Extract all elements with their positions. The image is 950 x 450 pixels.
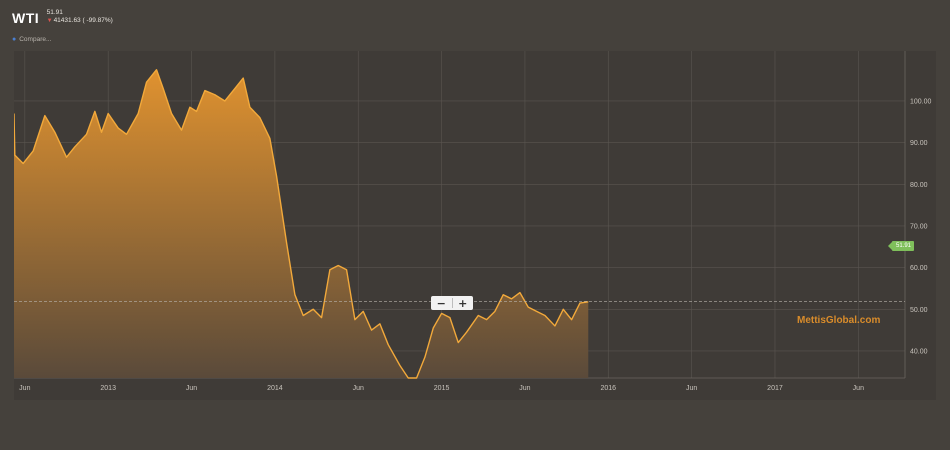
y-tick-label: 80.00: [910, 182, 928, 189]
x-tick-label: Jun: [519, 385, 530, 392]
compare-label: Compare...: [19, 36, 52, 43]
y-tick-label: 100.00: [910, 98, 932, 105]
watermark: MettisGlobal.com: [797, 315, 881, 326]
quote-block: 51.91 ▼41431.63 ( -99.87%): [47, 9, 113, 25]
y-tick-label: 50.00: [910, 307, 928, 314]
price-line: [14, 69, 589, 379]
compare-link[interactable]: ● Compare...: [12, 36, 51, 43]
y-tick-label: 40.00: [910, 348, 928, 355]
zoom-control: − +: [431, 296, 473, 310]
x-tick-label: 2016: [600, 385, 616, 392]
compare-dot-icon: ●: [12, 36, 17, 43]
x-tick-label: 2015: [434, 385, 450, 392]
x-tick-label: Jun: [853, 385, 864, 392]
chart-area: 40.00 50.00 60.00 70.00 80.00 90.00 100.00 Jun 2…: [14, 51, 936, 400]
x-tick-label: 2014: [267, 385, 283, 392]
last-value-badge: 51.91: [887, 241, 915, 251]
x-tick-label: Jun: [186, 385, 197, 392]
zoom-in-button[interactable]: +: [458, 296, 468, 310]
x-tick-label: Jun: [686, 385, 697, 392]
y-tick-label: 70.00: [910, 223, 928, 230]
zoom-separator: [451, 298, 453, 308]
x-tick-label: 2017: [767, 385, 783, 392]
zoom-out-button[interactable]: −: [436, 296, 446, 310]
y-tick-label: 90.00: [910, 140, 928, 147]
y-tick-label: 60.00: [910, 265, 928, 272]
instrument-header: WTI 51.91 ▼41431.63 ( -99.87%): [12, 9, 113, 28]
x-tick-label: Jun: [353, 385, 364, 392]
price-change-value: 41431.63 ( -99.87%): [53, 17, 113, 24]
ticker-symbol: WTI: [12, 10, 40, 26]
price-area: [14, 69, 589, 378]
last-price: 51.91: [46, 9, 63, 16]
price-change: ▼41431.63 ( -99.87%): [47, 17, 113, 25]
price-chart: 40.00 50.00 60.00 70.00 80.00 90.00 100.00 Jun 2…: [14, 51, 932, 392]
x-tick-label: 2013: [100, 385, 116, 392]
x-tick-label: Jun: [19, 385, 30, 392]
down-arrow-icon: ▼: [46, 18, 53, 24]
